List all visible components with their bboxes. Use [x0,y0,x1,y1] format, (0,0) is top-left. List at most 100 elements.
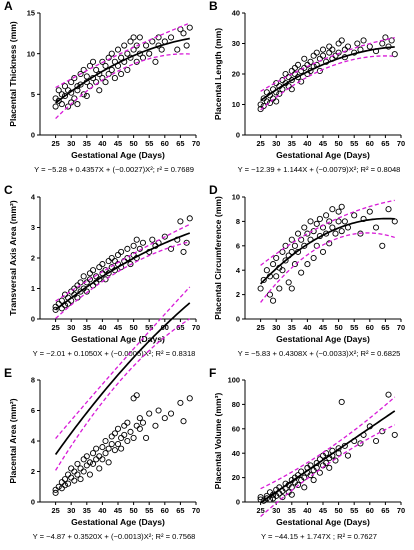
panel-letter: B [209,0,218,13]
data-point [130,34,137,41]
regression-equation: Y = −12.39 + 1.144X + (−0.0079)X²; R² = … [238,165,401,174]
data-point [273,254,280,262]
x-tick-label: 45 [114,323,122,332]
data-point [288,285,295,292]
data-point [307,58,314,65]
data-point [304,230,311,237]
data-point [77,288,84,295]
x-tick-label: 35 [83,139,91,148]
x-tick-label: 25 [51,506,59,515]
x-tick-label: 25 [256,323,264,332]
y-tick-label: 0 [236,498,240,507]
data-point [294,481,302,488]
data-point [61,291,69,298]
data-point [143,42,150,49]
x-tick-label: 70 [192,323,200,332]
y-tick-label: 5 [31,90,35,99]
data-point [118,54,125,61]
chart-panel-d: D 25 30 35 40 45 50 55 60 65 70 0 2 4 6 8 10 Gestational … [209,183,405,358]
data-point [71,75,78,82]
data-point [74,101,81,108]
x-tick-label: 65 [381,506,389,515]
data-point [121,431,128,438]
data-point [55,87,62,94]
data-point [357,230,364,237]
data-point [68,79,75,86]
data-point [335,450,342,457]
data-point [155,407,162,414]
data-point [291,261,298,268]
data-point [341,46,348,53]
x-tick-label: 40 [98,506,106,515]
x-tick-label: 40 [303,139,311,148]
data-point [301,474,308,481]
y-tick-label: 3 [31,223,35,232]
x-tick-label: 40 [98,323,106,332]
data-point [86,471,93,478]
data-point [294,74,302,81]
x-tick-label: 35 [83,506,91,515]
x-tick-label: 65 [381,323,389,332]
x-tick-label: 40 [303,506,311,515]
data-point [385,206,392,213]
data-point [108,264,115,271]
data-point [118,434,125,442]
x-tick-label: 25 [51,323,59,332]
data-point [96,87,103,94]
chart-panel-c: C 25 30 35 40 45 50 55 60 65 70 0 1 2 3 4 Gestational Ag… [4,183,200,358]
data-point [83,73,90,80]
data-point [83,462,90,469]
x-tick-label: 55 [145,139,153,148]
data-point [301,224,308,231]
data-point [285,279,292,286]
data-point [102,267,109,274]
data-point [260,95,267,102]
data-point [167,34,175,41]
data-point [288,67,295,74]
data-point [372,224,380,231]
data-point [105,459,112,466]
data-point [52,306,59,313]
data-point [329,46,336,53]
data-point [282,70,289,78]
data-point [58,297,65,304]
y-tick-label: 20 [232,70,240,79]
x-tick-label: 50 [334,506,342,515]
y-axis-title: Placental Circumference (mm) [213,196,223,320]
data-point [133,58,140,65]
data-point [77,476,84,483]
x-axis-title: Gestational Age (Days) [71,334,165,344]
y-tick-label: 0 [31,498,35,507]
data-point [105,54,112,61]
panel-letter: F [209,366,216,380]
data-point [89,267,97,274]
data-point [124,66,131,73]
data-point [319,46,327,53]
data-point [65,103,72,110]
data-point [379,428,386,435]
data-point [61,476,69,483]
x-tick-label: 25 [256,506,264,515]
data-point [124,437,131,445]
y-axis-title: Placental Length (mm) [213,28,223,120]
data-point [294,230,302,237]
y-tick-label: 60 [232,424,240,433]
data-point [270,95,277,102]
regression-equation: Y = −2.01 + 0.1050X + (−0.0005)X²; R² = … [33,349,196,358]
x-tick-label: 30 [272,323,280,332]
x-tick-label: 60 [366,139,374,148]
data-point [177,218,184,225]
x-tick-label: 55 [350,506,358,515]
y-tick-label: 10 [232,193,240,202]
data-point [93,456,100,463]
x-tick-label: 55 [350,139,358,148]
x-tick-label: 60 [366,506,374,515]
y-tick-label: 2 [31,467,35,476]
data-point [118,248,125,255]
data-point [183,42,190,49]
data-point [146,410,153,417]
data-point [74,471,81,478]
data-point [55,97,62,104]
regression-equation: Y = −5.28 + 0.4357X + (−0.0027)X²; r² = … [34,165,194,174]
x-tick-label: 55 [350,323,358,332]
